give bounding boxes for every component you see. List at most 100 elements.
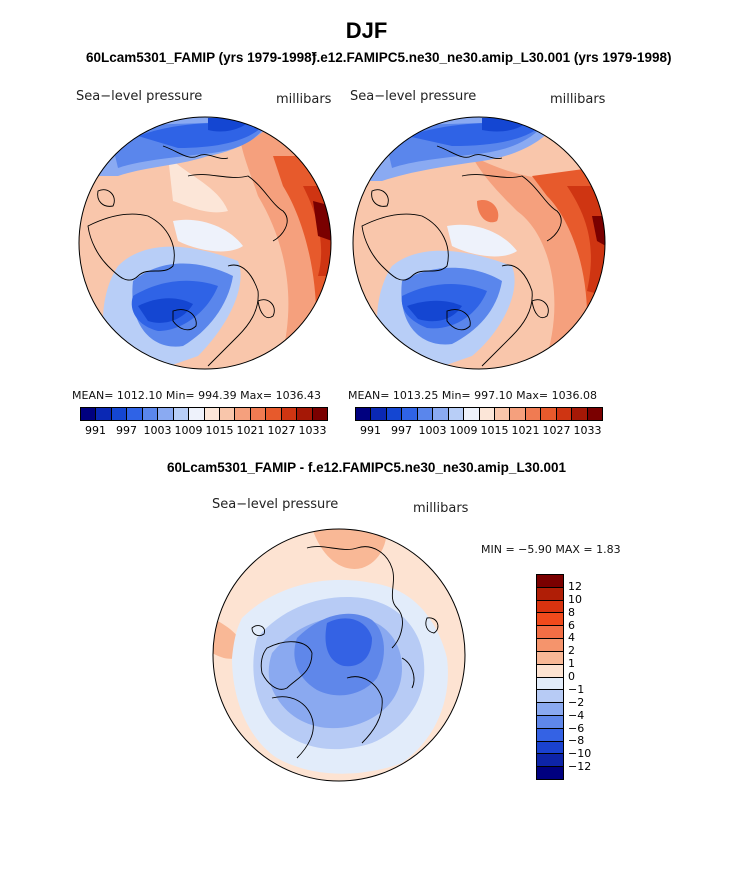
colorbar-tick-label: 8 <box>568 605 575 619</box>
panel3-variable-label: Sea−level pressure <box>212 497 339 512</box>
main-title: DJF <box>345 18 388 43</box>
colorbar-tick-label: 991 <box>85 424 106 437</box>
panel1-variable-label: Sea−level pressure <box>76 89 203 104</box>
map-border <box>78 116 332 370</box>
colorbar-swatch <box>541 408 557 420</box>
colorbar-swatch <box>572 408 588 420</box>
colorbar-tick-label: −6 <box>568 721 585 735</box>
map-border <box>352 116 606 370</box>
colorbar-tick-label: 1027 <box>267 424 296 437</box>
colorbar-swatch <box>537 677 563 691</box>
colorbar-swatch <box>266 408 282 420</box>
panel1-stats: MEAN= 1012.10 Min= 994.39 Max= 1036.43 <box>72 389 322 402</box>
panel3-colorbar-labels: 12 10 8 6 4 2 1 0 −1 −2 −4 −6 −8 −10 −12 <box>568 574 608 780</box>
colorbar-swatch <box>537 600 563 614</box>
colorbar-tick-label: −10 <box>568 747 592 761</box>
panel1-units-label: millibars <box>276 92 332 107</box>
colorbar-tick-label: 1015 <box>480 424 509 437</box>
colorbar-swatch <box>127 408 143 420</box>
colorbar-swatch <box>219 408 236 420</box>
coastlines <box>87 145 288 367</box>
colorbar-swatch <box>356 408 372 420</box>
colorbar-swatch <box>537 639 563 652</box>
colorbar-swatch <box>204 408 220 420</box>
colorbar-swatch <box>433 408 449 420</box>
colorbar-swatch <box>537 651 563 665</box>
colorbar-swatch <box>173 408 190 420</box>
colorbar-tick-label: 2 <box>568 644 575 658</box>
colorbar-swatch <box>297 408 313 420</box>
colorbar-swatch <box>537 626 563 640</box>
colorbar-tick-label: 1003 <box>418 424 447 437</box>
colorbar-swatch <box>235 408 251 420</box>
arctic-neutral-zone <box>173 219 243 252</box>
arctic-high-ridge <box>477 200 499 223</box>
colorbar-tick-label: 1003 <box>143 424 172 437</box>
colorbar-swatch <box>537 587 563 601</box>
panel2-colorbar <box>355 407 603 421</box>
colorbar-swatch <box>96 408 112 420</box>
panel1-colorbar-labels: 991 997 1003 1009 1015 1021 1027 1033 <box>80 424 328 438</box>
region-siberian-high <box>567 186 605 296</box>
colorbar-swatch <box>402 408 418 420</box>
colorbar-swatch <box>537 575 563 588</box>
panel1-colorbar <box>80 407 328 421</box>
colorbar-swatch <box>386 408 403 420</box>
colorbar-swatch <box>142 408 159 420</box>
colorbar-tick-label: 12 <box>568 579 582 593</box>
positive-anomaly-north <box>312 529 387 569</box>
colorbar-swatch <box>250 408 267 420</box>
colorbar-tick-label: 1 <box>568 657 575 671</box>
panel3-stats: MIN = −5.90 MAX = 1.83 <box>481 543 621 556</box>
colorbar-tick-label: 1015 <box>205 424 234 437</box>
icelandic-low-core <box>138 298 193 323</box>
coastlines <box>361 145 562 367</box>
colorbar-swatch <box>556 408 573 420</box>
pressure-max-core <box>592 216 605 246</box>
colorbar-tick-label: 991 <box>360 424 381 437</box>
colorbar-tick-label: −1 <box>568 682 585 696</box>
colorbar-tick-label: −4 <box>568 708 585 722</box>
panel3-colorbar <box>536 574 564 780</box>
panel2-units-label: millibars <box>550 92 606 107</box>
colorbar-tick-label: 4 <box>568 631 575 645</box>
colorbar-swatch <box>587 408 602 420</box>
panel1-title: 60Lcam5301_FAMIP (yrs 1979-1998) <box>86 50 317 65</box>
colorbar-tick-label: 1027 <box>542 424 571 437</box>
colorbar-swatch <box>81 408 97 420</box>
colorbar-tick-label: 997 <box>116 424 137 437</box>
colorbar-swatch <box>448 408 465 420</box>
panel2-stats: MEAN= 1013.25 Min= 997.10 Max= 1036.08 <box>348 389 598 402</box>
panel2-variable-label: Sea−level pressure <box>350 89 477 104</box>
colorbar-tick-label: 10 <box>568 592 582 606</box>
colorbar-tick-label: 1033 <box>573 424 602 437</box>
colorbar-swatch <box>537 690 563 704</box>
panel3-title: 60Lcam5301_FAMIP - f.e12.FAMIPC5.ne30_ne… <box>167 460 566 475</box>
map-border <box>212 528 466 782</box>
colorbar-swatch <box>537 754 563 768</box>
colorbar-swatch <box>537 728 563 742</box>
colorbar-tick-label: 1021 <box>236 424 265 437</box>
colorbar-swatch <box>510 408 526 420</box>
panel2-colorbar-labels: 991 997 1003 1009 1015 1021 1027 1033 <box>355 424 603 438</box>
panel3-units-label: millibars <box>413 501 469 516</box>
negative-anomaly-core <box>325 618 372 667</box>
colorbar-tick-label: 997 <box>391 424 412 437</box>
colorbar-swatch <box>281 408 298 420</box>
colorbar-swatch <box>537 613 563 627</box>
colorbar-swatch <box>537 715 563 729</box>
colorbar-tick-label: 1021 <box>511 424 540 437</box>
colorbar-swatch <box>525 408 542 420</box>
arctic-neutral-zone <box>447 224 517 257</box>
colorbar-swatch <box>537 767 563 779</box>
colorbar-swatch <box>312 408 327 420</box>
colorbar-tick-label: −12 <box>568 760 592 774</box>
colorbar-swatch <box>537 741 563 755</box>
icelandic-low-core <box>407 300 462 322</box>
colorbar-tick-label: 6 <box>568 618 575 632</box>
colorbar-swatch <box>371 408 387 420</box>
colorbar-swatch <box>494 408 511 420</box>
panel1-polar-map <box>78 116 332 370</box>
colorbar-swatch <box>158 408 174 420</box>
colorbar-swatch <box>189 408 205 420</box>
